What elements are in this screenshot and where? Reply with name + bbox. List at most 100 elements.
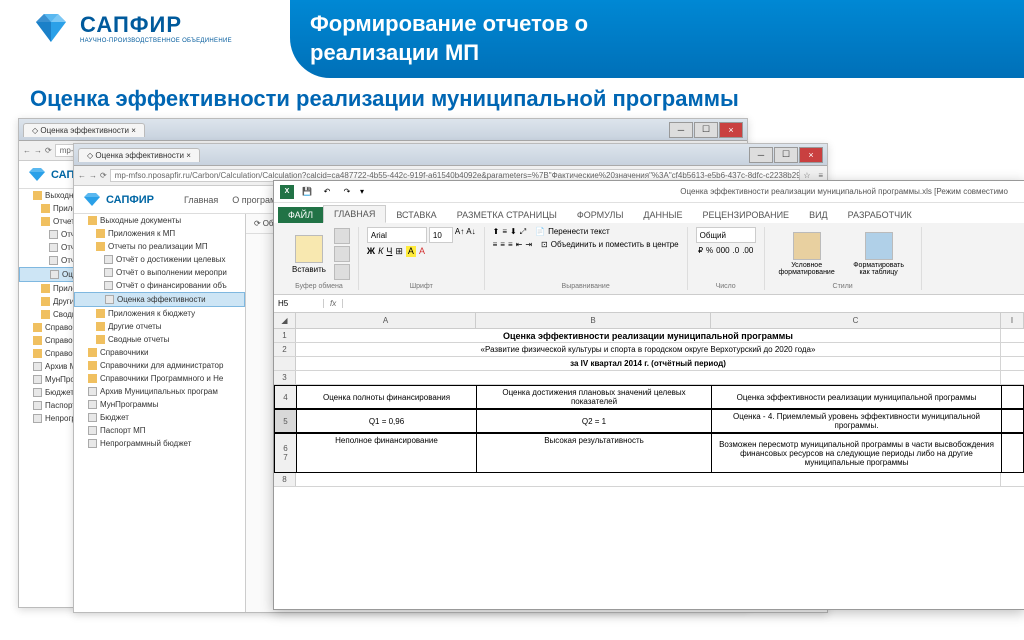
merge-button[interactable]: Объединить и поместить в центре bbox=[551, 240, 679, 249]
border-icon[interactable]: ⊞ bbox=[395, 246, 403, 257]
reload-icon[interactable]: ⟳ bbox=[45, 146, 52, 155]
align-top-icon[interactable]: ⬆ bbox=[493, 227, 500, 237]
chrome-tab-2[interactable]: ◇ Оценка эффективности × bbox=[78, 148, 200, 162]
col-I[interactable]: I bbox=[1001, 313, 1024, 328]
qat-chevron-icon[interactable]: ▾ bbox=[360, 187, 364, 196]
increase-font-icon[interactable]: A↑ bbox=[455, 227, 464, 243]
redo-icon[interactable]: ↷ bbox=[340, 185, 354, 199]
row-2[interactable]: 2 bbox=[274, 343, 296, 356]
tree-item[interactable]: Отчёт о достижении целевых bbox=[74, 253, 245, 266]
bold-button[interactable]: Ж bbox=[367, 246, 375, 257]
back-icon[interactable]: ← bbox=[23, 146, 31, 155]
close-button[interactable]: × bbox=[719, 122, 743, 138]
tree-item[interactable]: Выходные документы bbox=[74, 214, 245, 227]
italic-button[interactable]: К bbox=[378, 246, 383, 257]
dec-decimal-icon[interactable]: .00 bbox=[742, 246, 753, 255]
row-8[interactable]: 8 bbox=[274, 473, 296, 486]
forward-icon[interactable]: → bbox=[34, 146, 42, 155]
tree-item[interactable]: Справочники для администратор bbox=[74, 359, 245, 372]
inc-decimal-icon[interactable]: .0 bbox=[733, 246, 740, 255]
wrap-button[interactable]: Перенести текст bbox=[548, 227, 610, 237]
select-all-corner[interactable]: ◢ bbox=[274, 313, 296, 328]
menu-icon[interactable]: ≡ bbox=[818, 171, 823, 180]
format-painter-icon[interactable] bbox=[334, 264, 350, 280]
align-center-icon[interactable]: ≡ bbox=[500, 240, 505, 249]
tree-item[interactable]: Отчёт о выполнении меропри bbox=[74, 266, 245, 279]
tree-item[interactable]: Непрограммный бюджет bbox=[74, 437, 245, 450]
fx-icon[interactable]: fx bbox=[324, 299, 343, 308]
number-format-select[interactable]: Общий bbox=[696, 227, 756, 243]
row-3[interactable]: 3 bbox=[274, 371, 296, 384]
hdr-0[interactable]: Оценка полноты финансирования bbox=[297, 386, 477, 408]
maximize-button[interactable]: ☐ bbox=[694, 122, 718, 138]
align-left-icon[interactable]: ≡ bbox=[493, 240, 498, 249]
tab-layout[interactable]: РАЗМЕТКА СТРАНИЦЫ bbox=[447, 207, 567, 223]
minimize-button[interactable]: ─ bbox=[749, 147, 773, 163]
save-icon[interactable]: 💾 bbox=[300, 185, 314, 199]
row-blank[interactable] bbox=[274, 357, 296, 370]
tab-review[interactable]: РЕЦЕНЗИРОВАНИЕ bbox=[693, 207, 800, 223]
tree-item[interactable]: Сводные отчеты bbox=[74, 333, 245, 346]
currency-icon[interactable]: ₽ bbox=[698, 246, 703, 255]
tab-view[interactable]: ВИД bbox=[799, 207, 838, 223]
tree-item[interactable]: Паспорт МП bbox=[74, 424, 245, 437]
cond-format-button[interactable]: Условное форматирование bbox=[773, 230, 841, 278]
row-1[interactable]: 1 bbox=[274, 329, 296, 342]
percent-icon[interactable]: % bbox=[706, 246, 713, 255]
sheet-sub2[interactable]: за IV квартал 2014 г. (отчётный период) bbox=[296, 357, 1001, 370]
back-icon[interactable]: ← bbox=[78, 171, 86, 180]
tree-item[interactable]: Оценка эффективности bbox=[74, 292, 245, 307]
tab-dev[interactable]: РАЗРАБОТЧИК bbox=[838, 207, 922, 223]
underline-button[interactable]: Ч bbox=[386, 246, 392, 257]
tree-item[interactable]: Приложения к бюджету bbox=[74, 307, 245, 320]
font-name-select[interactable]: Arial bbox=[367, 227, 427, 243]
chrome-tab-1[interactable]: ◇ Оценка эффективности × bbox=[23, 123, 145, 137]
comma-icon[interactable]: 000 bbox=[716, 246, 729, 255]
reload-icon[interactable]: ⟳ bbox=[100, 171, 107, 180]
tree-item[interactable]: Архив Муниципальных програм bbox=[74, 385, 245, 398]
tab-file[interactable]: ФАЙЛ bbox=[278, 207, 323, 223]
minimize-button[interactable]: ─ bbox=[669, 122, 693, 138]
hdr-2[interactable]: Оценка эффективности реализации муниципа… bbox=[712, 386, 1002, 408]
tree-item[interactable]: МунПрограммы bbox=[74, 398, 245, 411]
format-as-table-button[interactable]: Форматировать как таблицу bbox=[845, 230, 913, 278]
r5c0[interactable]: Q1 = 0,96 bbox=[297, 410, 477, 432]
r6c1[interactable]: Высокая результативность bbox=[477, 434, 712, 472]
tab-home[interactable]: ГЛАВНАЯ bbox=[323, 205, 386, 223]
r5c2[interactable]: Оценка - 4. Приемлемый уровень эффективн… bbox=[712, 410, 1002, 432]
tree-item[interactable]: Отчёт о финансировании объ bbox=[74, 279, 245, 292]
r6c0[interactable]: Неполное финансирование bbox=[297, 434, 477, 472]
tab-insert[interactable]: ВСТАВКА bbox=[386, 207, 446, 223]
maximize-button[interactable]: ☐ bbox=[774, 147, 798, 163]
nav-home[interactable]: Главная bbox=[184, 195, 218, 205]
align-right-icon[interactable]: ≡ bbox=[508, 240, 513, 249]
close-button[interactable]: × bbox=[799, 147, 823, 163]
tab-data[interactable]: ДАННЫЕ bbox=[633, 207, 692, 223]
font-color-icon[interactable]: A bbox=[419, 246, 425, 257]
hdr-1[interactable]: Оценка достижения плановых значений целе… bbox=[477, 386, 712, 408]
paste-button[interactable]: Вставить bbox=[288, 233, 330, 276]
copy-icon[interactable] bbox=[334, 246, 350, 262]
row-5[interactable]: 5 bbox=[275, 410, 297, 432]
tree-item[interactable]: Бюджет bbox=[74, 411, 245, 424]
decrease-font-icon[interactable]: A↓ bbox=[466, 227, 475, 243]
fill-color-icon[interactable]: A bbox=[406, 246, 416, 257]
sheet-sub1[interactable]: «Развитие физической культуры и спорта в… bbox=[296, 343, 1001, 356]
r6c2[interactable]: Возможен пересмотр муниципальной програм… bbox=[712, 434, 1002, 472]
forward-icon[interactable]: → bbox=[89, 171, 97, 180]
name-box[interactable]: H5 bbox=[274, 299, 324, 308]
col-A[interactable]: A bbox=[296, 313, 476, 328]
excel-icon[interactable]: X bbox=[280, 185, 294, 199]
tree-item[interactable]: Справочники Программного и Не bbox=[74, 372, 245, 385]
align-bot-icon[interactable]: ⬇ bbox=[510, 227, 517, 237]
cut-icon[interactable] bbox=[334, 228, 350, 244]
font-size-select[interactable]: 10 bbox=[429, 227, 453, 243]
tree-item[interactable]: Другие отчеты bbox=[74, 320, 245, 333]
col-C[interactable]: C bbox=[711, 313, 1001, 328]
tree-item[interactable]: Отчеты по реализации МП bbox=[74, 240, 245, 253]
sheet-title[interactable]: Оценка эффективности реализации муниципа… bbox=[296, 329, 1001, 342]
tab-formulas[interactable]: ФОРМУЛЫ bbox=[567, 207, 634, 223]
star-icon[interactable]: ☆ bbox=[803, 171, 815, 180]
indent-inc-icon[interactable]: ⇥ bbox=[525, 240, 532, 249]
align-mid-icon[interactable]: ≡ bbox=[502, 227, 507, 237]
